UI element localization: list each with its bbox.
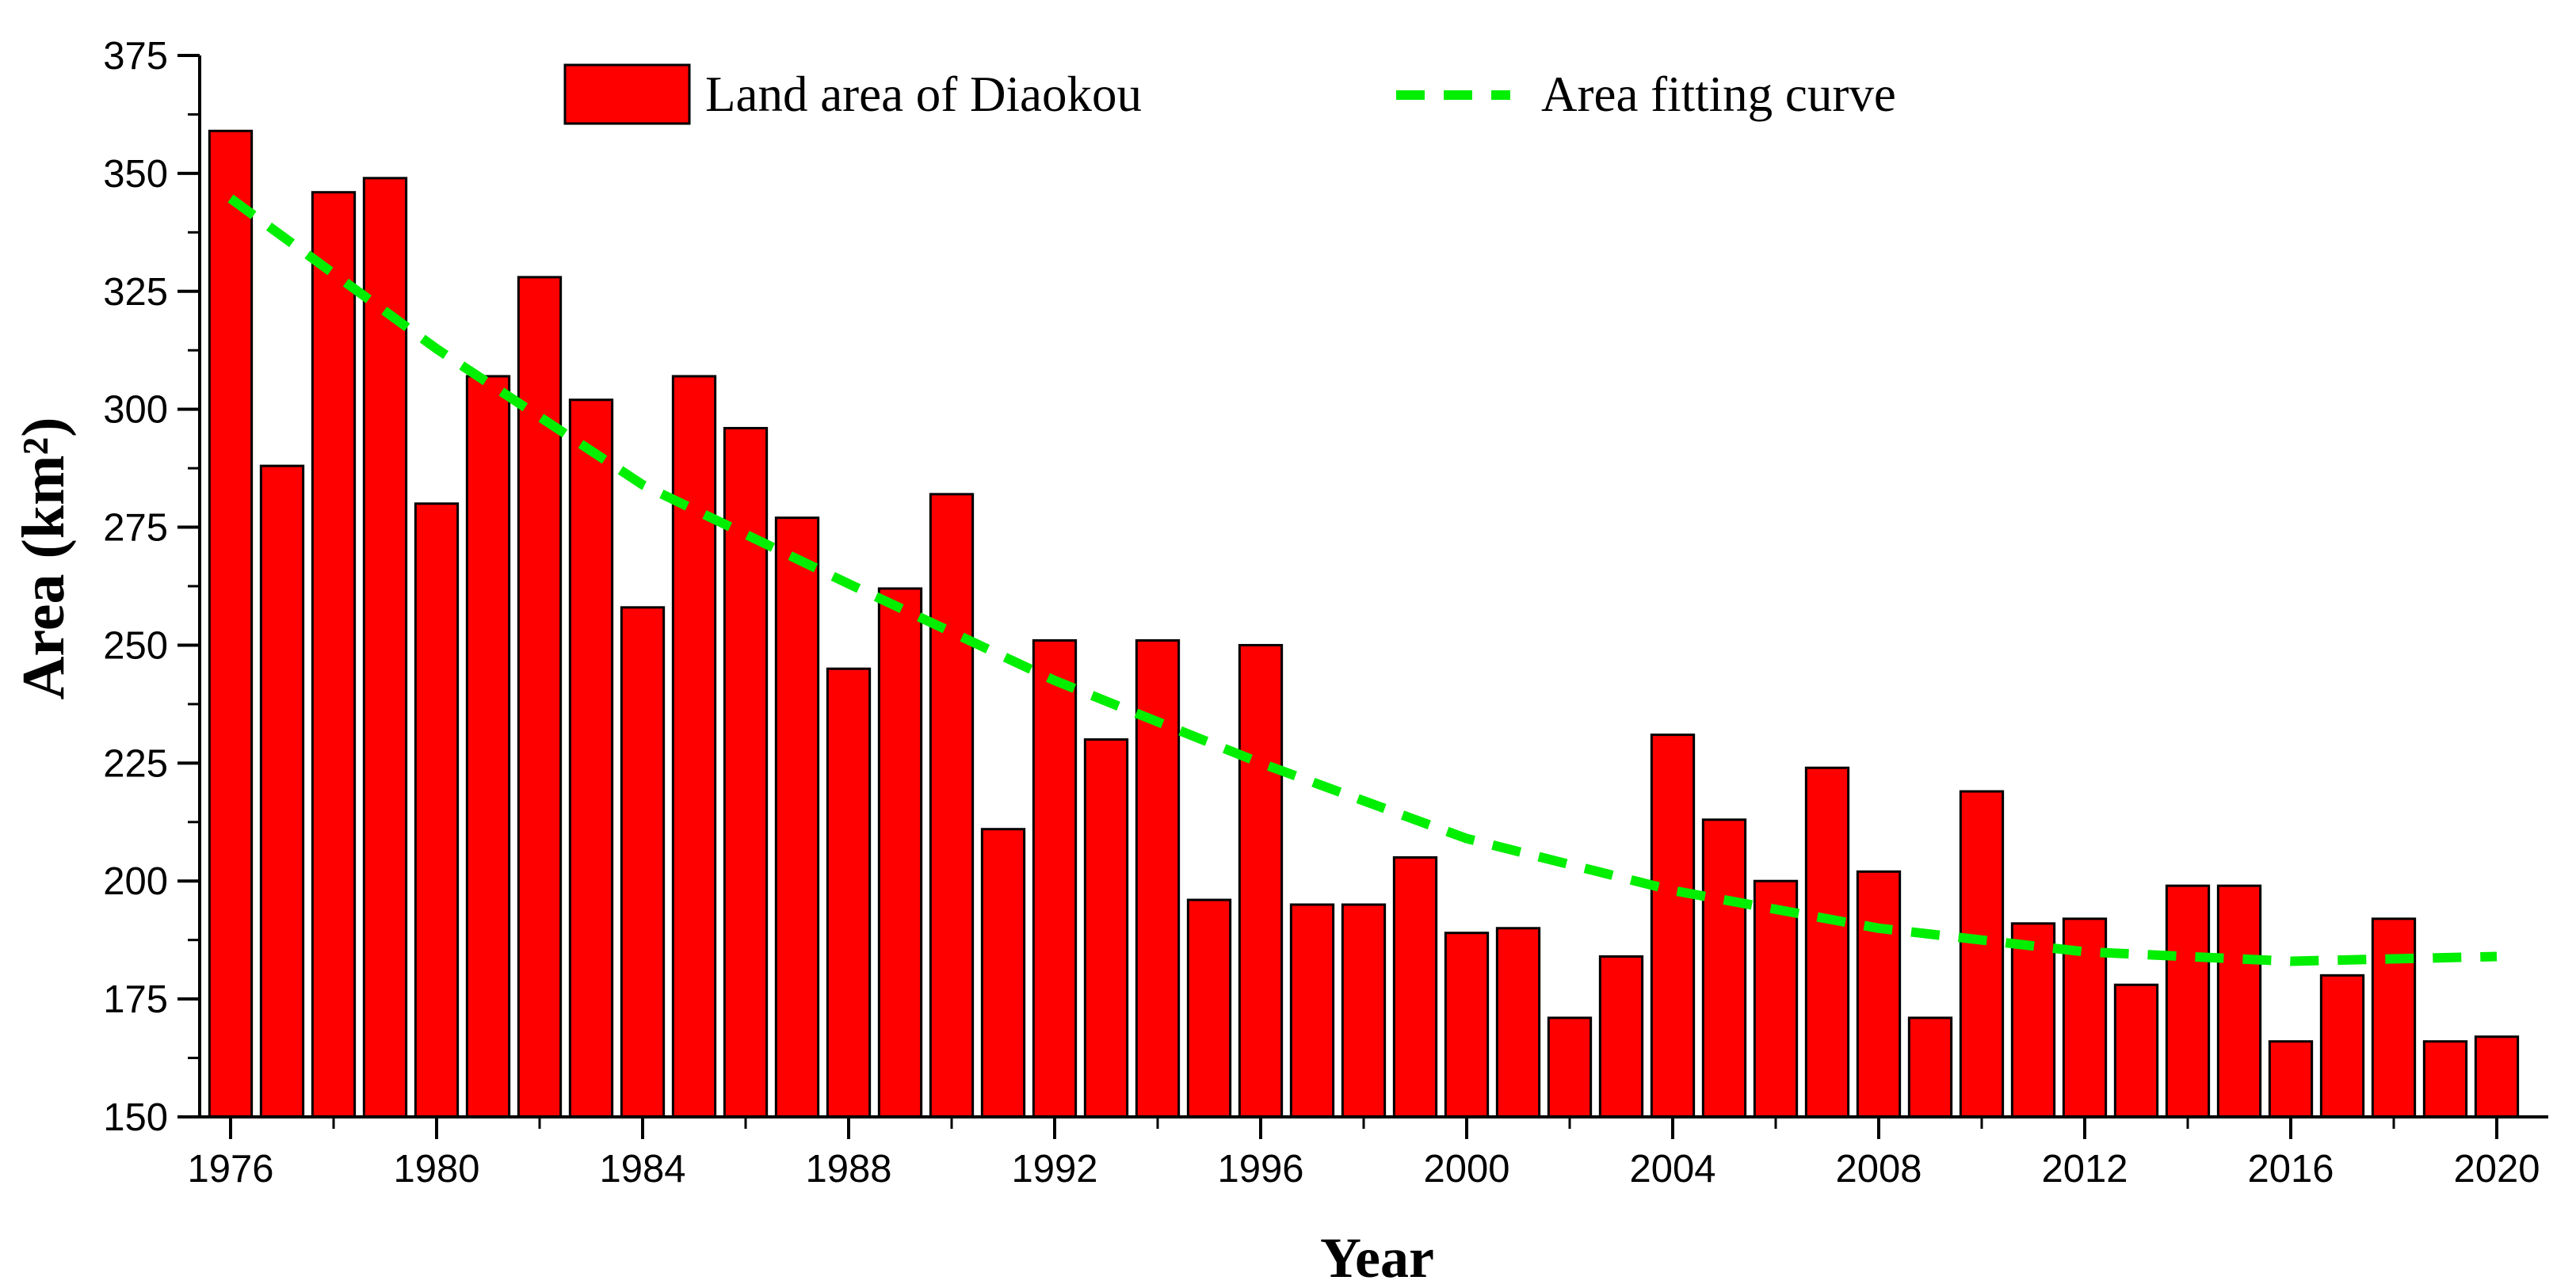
bar-2000 (1444, 932, 1490, 1118)
y-tick-label: 300 (103, 389, 168, 432)
bar-1983 (568, 398, 614, 1118)
x-tick-label: 1992 (1011, 1148, 1097, 1191)
x-tick-label: 1980 (393, 1148, 479, 1191)
legend: Land area of Diaokou Area fitting curve (563, 63, 1896, 125)
bar-2003 (1598, 955, 1644, 1118)
bar-2016 (2268, 1040, 2314, 1118)
bar-1993 (1083, 738, 1129, 1118)
bar-2006 (1753, 879, 1799, 1118)
x-tick-label: 1988 (805, 1148, 891, 1191)
bar-1997 (1289, 903, 1335, 1118)
x-ticks: 1976 1980 1984 1988 1992 1996 2000 2004 2008 2012… (187, 1117, 2540, 1191)
bar-2014 (2165, 884, 2211, 1118)
bar-1999 (1392, 855, 1438, 1118)
bar-1990 (929, 493, 975, 1118)
bar-1985 (671, 375, 717, 1118)
legend-fit-label: Area fitting curve (1541, 67, 1896, 122)
bar-1979 (362, 177, 408, 1118)
bar-2004 (1650, 734, 1696, 1118)
x-tick-label: 2008 (1835, 1148, 1922, 1191)
y-tick-label: 250 (103, 624, 168, 667)
y-ticks: 150 175 200 225 250 275 300 325 350 375 (103, 35, 200, 1139)
bar-1980 (414, 502, 460, 1118)
bar-2002 (1547, 1016, 1593, 1118)
bar-1982 (517, 276, 563, 1118)
y-tick-label: 225 (103, 742, 168, 785)
bar-1987 (774, 516, 820, 1118)
bar-2005 (1701, 818, 1747, 1118)
bar-2013 (2113, 983, 2159, 1118)
x-tick-label: 2000 (1423, 1148, 1509, 1191)
x-axis-title: Year (1320, 1226, 1434, 1288)
bar-series (208, 129, 2520, 1118)
bar-2001 (1495, 927, 1541, 1118)
legend-bar-swatch (563, 63, 691, 125)
fit-curve-series (227, 194, 2498, 966)
y-tick-label: 150 (103, 1096, 168, 1139)
x-tick-label: 1984 (599, 1148, 685, 1191)
bar-1977 (259, 464, 305, 1118)
y-tick-label: 275 (103, 507, 168, 550)
bar-2018 (2371, 917, 2417, 1118)
y-axis-title: Area (km²) (10, 417, 77, 700)
bar-1996 (1238, 643, 1284, 1118)
y-tick-label: 375 (103, 35, 168, 78)
x-tick-label: 2016 (2247, 1148, 2334, 1191)
bar-2017 (2319, 974, 2365, 1118)
bar-1976 (208, 129, 254, 1118)
bar-1978 (311, 191, 357, 1118)
bar-1981 (465, 375, 511, 1118)
y-tick-label: 200 (103, 860, 168, 903)
fit-curve-line (227, 194, 2498, 966)
bar-1991 (980, 828, 1026, 1118)
bar-2011 (2010, 922, 2056, 1118)
bar-1986 (723, 426, 769, 1118)
x-tick-label: 2004 (1629, 1148, 1715, 1191)
x-tick-label: 2020 (2453, 1148, 2540, 1191)
x-tick-label: 1976 (187, 1148, 273, 1191)
x-tick-label: 2012 (2041, 1148, 2128, 1191)
bar-2010 (1959, 790, 2005, 1118)
y-tick-label: 325 (103, 271, 168, 314)
bar-1988 (826, 667, 872, 1118)
x-tick-label: 1996 (1217, 1148, 1303, 1191)
legend-bar-label: Land area of Diaokou (705, 67, 1142, 122)
y-tick-label: 175 (103, 978, 168, 1021)
bar-2007 (1804, 766, 1850, 1118)
bar-1984 (620, 606, 666, 1118)
bar-1989 (877, 587, 923, 1118)
bar-2009 (1907, 1016, 1953, 1118)
y-tick-label: 350 (103, 153, 168, 196)
bar-2008 (1856, 870, 1902, 1118)
bar-2019 (2422, 1040, 2468, 1118)
bar-2020 (2474, 1035, 2520, 1118)
bar-1992 (1032, 638, 1078, 1118)
bar-2015 (2216, 884, 2262, 1118)
bar-1998 (1341, 903, 1387, 1118)
bar-1995 (1186, 898, 1232, 1118)
